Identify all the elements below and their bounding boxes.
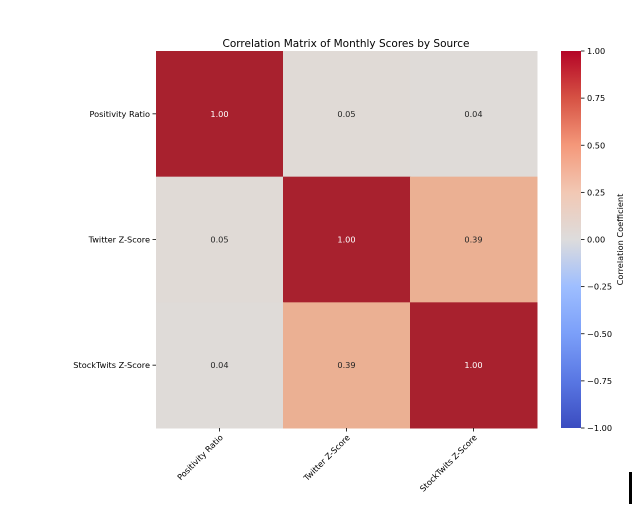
cell-value-label: 1.00 — [337, 235, 355, 245]
cell-value-label: 1.00 — [464, 360, 482, 370]
cell-value-label: 0.04 — [210, 360, 228, 370]
heatmap-cell — [283, 51, 411, 178]
y-tick-label: StockTwits Z-Score — [73, 360, 150, 370]
x-tick-label: Positivity Ratio — [175, 432, 225, 482]
cell-value-label: 0.39 — [464, 235, 482, 245]
heatmap-cell — [410, 302, 538, 429]
cell-value-label: 0.04 — [464, 109, 482, 119]
heatmap-cell — [156, 51, 284, 178]
colorbar — [561, 51, 581, 428]
y-tick-label: Twitter Z-Score — [88, 235, 150, 245]
heatmap-cell — [156, 302, 284, 429]
colorbar-tick-label: 0.50 — [587, 140, 605, 150]
cell-value-label: 0.05 — [337, 109, 355, 119]
heatmap-cell — [156, 176, 284, 303]
y-tick-label: Positivity Ratio — [90, 109, 150, 119]
colorbar-tick-label: −0.75 — [587, 376, 612, 386]
heatmap-cell — [283, 302, 411, 429]
heatmap-cell — [410, 51, 538, 178]
colorbar-tick-label: 0.75 — [587, 93, 605, 103]
colorbar-tick-label: −0.25 — [587, 282, 612, 292]
x-axis-ticks: Positivity Ratio Twitter Z-Score StockTwit… — [175, 428, 479, 494]
cell-value-label: 0.05 — [210, 235, 228, 245]
y-axis-ticks: Positivity Ratio Twitter Z-Score StockTwit… — [73, 109, 156, 370]
colorbar-tick-label: 0.00 — [587, 235, 605, 245]
colorbar-tick-label: 0.25 — [587, 187, 605, 197]
edge-bar — [629, 472, 632, 504]
colorbar-ticks: 1.00 0.75 0.50 0.25 0.00 −0.25 −0.50 −0.75 −1.00 — [581, 46, 612, 433]
cell-value-label: 1.00 — [210, 109, 228, 119]
chart-title: Correlation Matrix of Monthly Scores by … — [223, 38, 470, 50]
cell-value-label: 0.39 — [337, 360, 355, 370]
x-tick-label: StockTwits Z-Score — [418, 432, 479, 493]
x-tick-label: Twitter Z-Score — [301, 432, 352, 483]
heatmap-cell — [410, 176, 538, 303]
heatmap-cells — [156, 51, 538, 429]
colorbar-label: Correlation Coefficient — [615, 193, 625, 285]
colorbar-tick-label: −0.50 — [587, 329, 612, 339]
colorbar-tick-label: −1.00 — [587, 423, 612, 433]
heatmap-cell — [283, 176, 411, 303]
colorbar-tick-label: 1.00 — [587, 46, 605, 56]
heatmap-cell-labels: 1.00 0.05 0.04 0.05 1.00 0.39 0.04 0.39 1.00 — [210, 109, 482, 370]
